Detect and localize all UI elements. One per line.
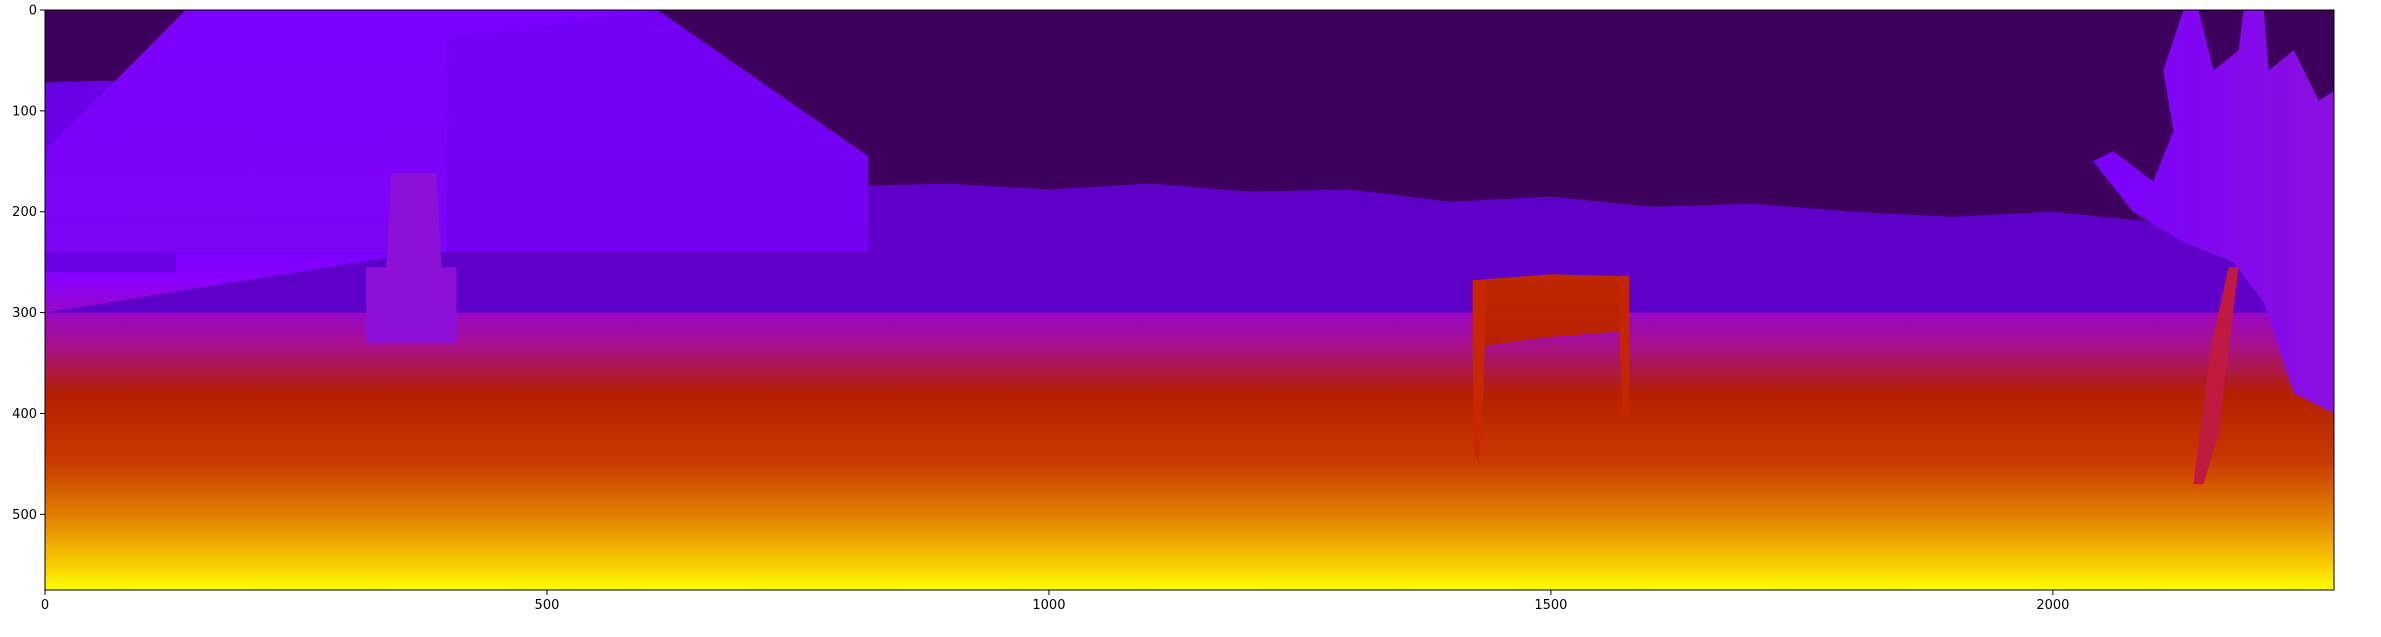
building-pillar [366, 173, 457, 343]
y-tick-label: 0 [29, 4, 37, 19]
y-axis-ticks: 0 100 200 300 400 500 [12, 4, 45, 523]
x-tick-label: 1500 [1534, 598, 1567, 613]
depth-image [45, 10, 2334, 590]
y-tick-label: 400 [12, 407, 37, 422]
sign-post-right [1619, 276, 1630, 424]
y-tick-label: 500 [12, 508, 37, 523]
tree-trunk [2193, 267, 2239, 485]
x-tick-label: 1000 [1032, 598, 1065, 613]
sign-post-left [1472, 280, 1487, 464]
axes-frame [44, 9, 2335, 591]
x-tick-label: 2000 [2036, 598, 2069, 613]
x-tick-label: 0 [41, 598, 49, 613]
x-tick-label: 500 [535, 598, 560, 613]
y-tick-label: 300 [12, 306, 37, 321]
sign-board [1472, 274, 1630, 348]
x-axis-ticks: 0 500 1000 1500 2000 [41, 590, 2069, 613]
distant-treeline [45, 183, 2334, 313]
building-side [446, 10, 869, 253]
y-tick-label: 100 [12, 104, 37, 119]
tree [2093, 10, 2334, 414]
y-tick-label: 200 [12, 205, 37, 220]
